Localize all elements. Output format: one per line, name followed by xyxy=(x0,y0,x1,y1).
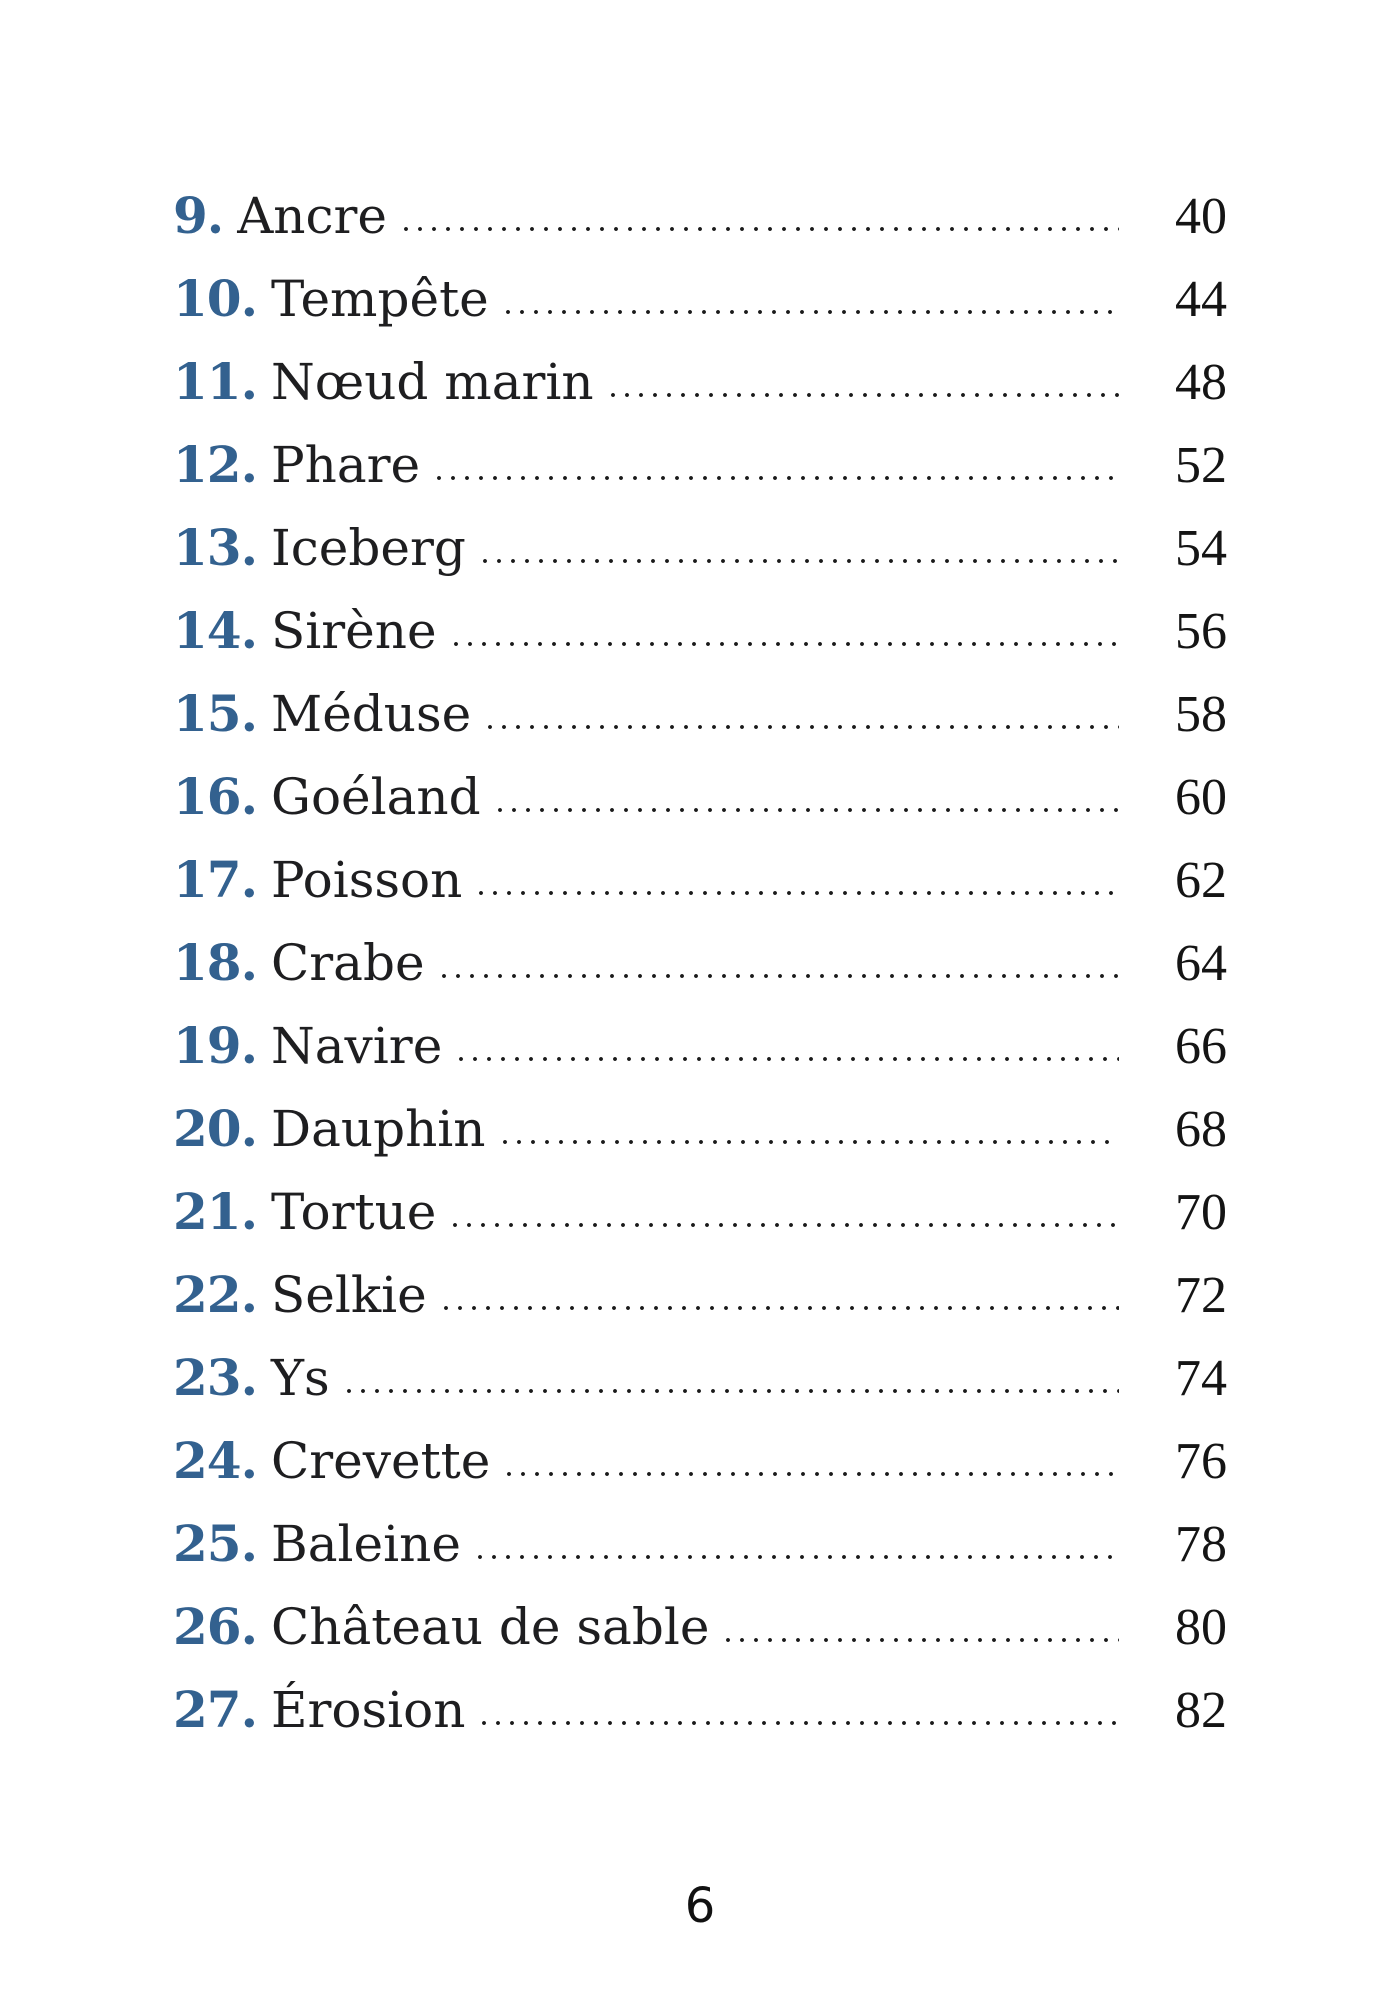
toc-entry-page: 62 xyxy=(1175,852,1227,909)
toc-entry[interactable]: 19. Navire 66 xyxy=(173,1016,1227,1099)
toc-entry-number: 21. xyxy=(173,1182,258,1241)
toc-entry[interactable]: 21. Tortue 70 xyxy=(173,1182,1227,1265)
toc-entry-page: 40 xyxy=(1175,188,1227,245)
toc-entry-page: 66 xyxy=(1175,1018,1227,1075)
toc-entry-number: 22. xyxy=(173,1265,258,1324)
dot-leader xyxy=(448,1182,1119,1265)
toc-entry[interactable]: 26. Château de sable 80 xyxy=(173,1597,1227,1680)
toc-entry-page: 60 xyxy=(1175,769,1227,826)
toc-entry-title: Ys xyxy=(271,1349,330,1407)
toc-entry-page: 56 xyxy=(1175,603,1227,660)
dot-leader xyxy=(436,933,1119,1016)
toc-entry[interactable]: 24. Crevette 76 xyxy=(173,1431,1227,1514)
toc-entry-number: 12. xyxy=(173,435,258,494)
toc-entry[interactable]: 10. Tempête 44 xyxy=(173,269,1227,352)
page-folio: 6 xyxy=(684,1878,716,1934)
toc-entry[interactable]: 15. Méduse 58 xyxy=(173,684,1227,767)
toc-entry-title: Dauphin xyxy=(271,1100,486,1158)
toc-entry-page: 76 xyxy=(1175,1433,1227,1490)
dot-leader xyxy=(432,435,1119,518)
toc-entry-number: 13. xyxy=(173,518,258,577)
toc-entry-title: Navire xyxy=(271,1017,443,1075)
toc-entry-title: Tempête xyxy=(271,270,489,328)
dot-leader xyxy=(438,1265,1119,1348)
toc-entry-number: 11. xyxy=(173,352,258,411)
dot-leader xyxy=(474,850,1119,933)
toc-entry-number: 20. xyxy=(173,1099,258,1158)
toc-entry-title: Baleine xyxy=(271,1515,461,1573)
toc-entry[interactable]: 11. Nœud marin 48 xyxy=(173,352,1227,435)
toc-entry-title: Goéland xyxy=(271,768,481,826)
dot-leader xyxy=(605,352,1119,435)
toc-entry[interactable]: 12. Phare 52 xyxy=(173,435,1227,518)
toc-entry-number: 14. xyxy=(173,601,258,660)
dot-leader xyxy=(492,767,1119,850)
toc-entry-page: 64 xyxy=(1175,935,1227,992)
dot-leader xyxy=(477,1680,1119,1763)
toc-entry[interactable]: 27. Érosion 82 xyxy=(173,1680,1227,1763)
toc-entry-title: Iceberg xyxy=(271,519,466,577)
toc-entry-page: 54 xyxy=(1175,520,1227,577)
toc-entry-number: 9. xyxy=(173,186,224,245)
toc-entry-title: Château de sable xyxy=(271,1598,710,1656)
toc-entry-title: Crabe xyxy=(271,934,425,992)
toc-entry-page: 70 xyxy=(1175,1184,1227,1241)
dot-leader xyxy=(502,1431,1119,1514)
dot-leader xyxy=(341,1348,1119,1431)
toc-entry[interactable]: 23. Ys 74 xyxy=(173,1348,1227,1431)
dot-leader xyxy=(472,1514,1119,1597)
dot-leader xyxy=(477,518,1119,601)
toc-entry-title: Crevette xyxy=(271,1432,491,1490)
dot-leader xyxy=(448,601,1119,684)
toc-entry-title: Ancre xyxy=(237,187,388,245)
dot-leader xyxy=(399,186,1119,269)
toc-entry-page: 82 xyxy=(1175,1682,1227,1739)
toc-entry[interactable]: 25. Baleine 78 xyxy=(173,1514,1227,1597)
toc-entry-page: 68 xyxy=(1175,1101,1227,1158)
toc-entry-number: 26. xyxy=(173,1597,258,1656)
toc-entry-number: 19. xyxy=(173,1016,258,1075)
toc-entry-title: Nœud marin xyxy=(271,353,594,411)
toc-entry-title: Érosion xyxy=(271,1681,466,1739)
toc-entry[interactable]: 14. Sirène 56 xyxy=(173,601,1227,684)
toc-entry-number: 15. xyxy=(173,684,258,743)
toc-entry[interactable]: 17. Poisson 62 xyxy=(173,850,1227,933)
toc-entry-number: 24. xyxy=(173,1431,258,1490)
toc-entry[interactable]: 9. Ancre 40 xyxy=(173,186,1227,269)
toc-entry-page: 78 xyxy=(1175,1516,1227,1573)
toc-entry-title: Sirène xyxy=(271,602,437,660)
toc-entry[interactable]: 20. Dauphin 68 xyxy=(173,1099,1227,1182)
toc-entry[interactable]: 22. Selkie 72 xyxy=(173,1265,1227,1348)
toc-entry-page: 80 xyxy=(1175,1599,1227,1656)
toc-entry-title: Poisson xyxy=(271,851,463,909)
toc-list: 9. Ancre 40 10. Tempête 44 11. Nœud mari… xyxy=(173,186,1227,1763)
toc-entry-number: 25. xyxy=(173,1514,258,1573)
toc-entry-number: 27. xyxy=(173,1680,258,1739)
dot-leader xyxy=(454,1016,1119,1099)
toc-entry-page: 72 xyxy=(1175,1267,1227,1324)
toc-entry[interactable]: 16. Goéland 60 xyxy=(173,767,1227,850)
toc-entry[interactable]: 13. Iceberg 54 xyxy=(173,518,1227,601)
toc-entry-number: 18. xyxy=(173,933,258,992)
toc-entry-page: 48 xyxy=(1175,354,1227,411)
dot-leader xyxy=(500,269,1119,352)
toc-entry-page: 58 xyxy=(1175,686,1227,743)
dot-leader xyxy=(721,1597,1119,1680)
toc-entry-page: 52 xyxy=(1175,437,1227,494)
toc-entry-number: 10. xyxy=(173,269,258,328)
dot-leader xyxy=(497,1099,1119,1182)
toc-entry-number: 23. xyxy=(173,1348,258,1407)
dot-leader xyxy=(483,684,1119,767)
toc-entry-title: Méduse xyxy=(271,685,472,743)
toc-entry-title: Phare xyxy=(271,436,421,494)
toc-entry-title: Tortue xyxy=(271,1183,437,1241)
toc-entry-page: 74 xyxy=(1175,1350,1227,1407)
toc-entry-number: 16. xyxy=(173,767,258,826)
toc-entry-number: 17. xyxy=(173,850,258,909)
toc-entry[interactable]: 18. Crabe 64 xyxy=(173,933,1227,1016)
toc-entry-title: Selkie xyxy=(271,1266,427,1324)
toc-entry-page: 44 xyxy=(1175,271,1227,328)
